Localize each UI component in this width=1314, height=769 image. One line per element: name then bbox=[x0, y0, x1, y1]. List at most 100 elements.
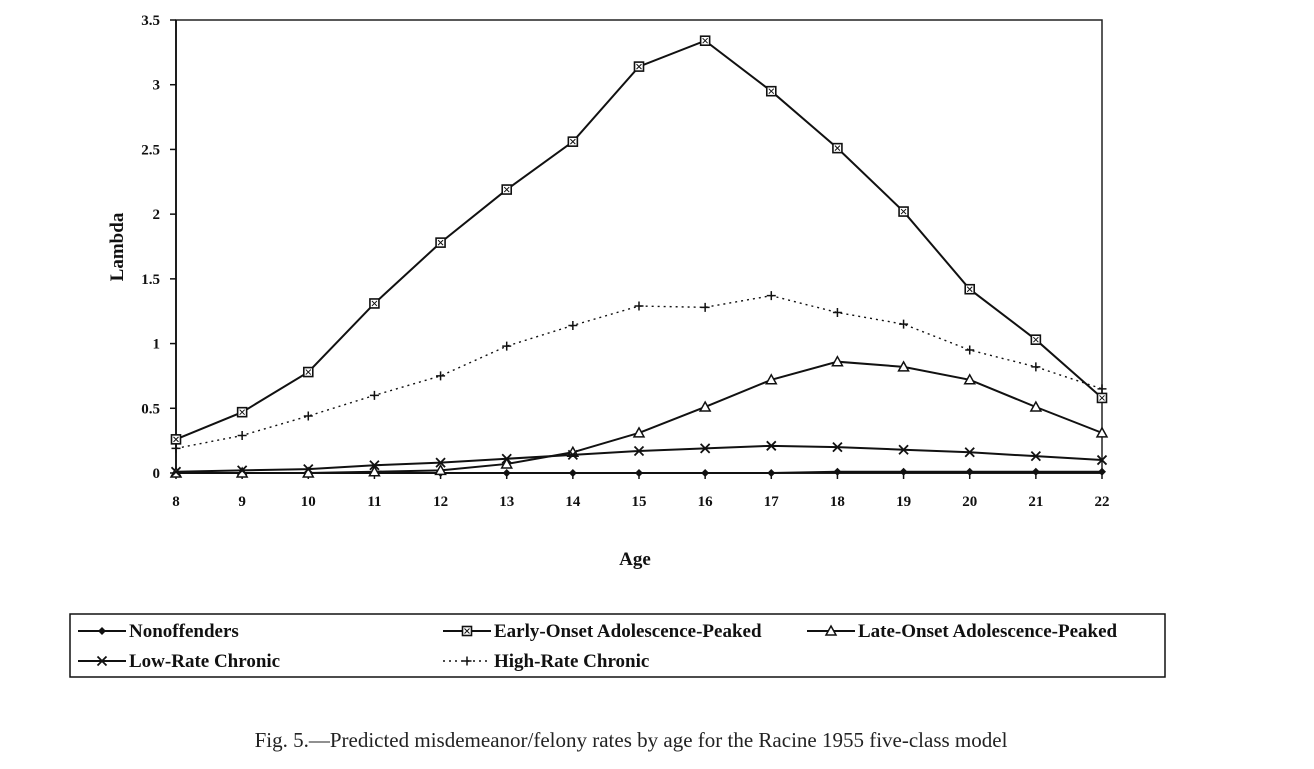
series-layer bbox=[169, 35, 1109, 478]
data-point bbox=[964, 283, 976, 295]
data-point bbox=[435, 457, 446, 468]
data-point bbox=[963, 373, 976, 385]
data-point bbox=[303, 411, 313, 421]
data-point bbox=[699, 35, 711, 47]
data-point bbox=[302, 366, 314, 378]
data-point bbox=[435, 237, 446, 248]
series-line bbox=[176, 360, 1103, 474]
data-point bbox=[765, 85, 777, 97]
x-tick-label: 14 bbox=[565, 494, 581, 510]
data-point bbox=[766, 440, 777, 451]
data-point bbox=[368, 465, 381, 477]
data-point bbox=[833, 467, 842, 476]
data-point bbox=[236, 406, 248, 418]
legend-label: Late-Onset Adolescence-Peaked bbox=[858, 621, 1118, 642]
series-line bbox=[175, 294, 1103, 450]
legend-entry: Late-Onset Adolescence-Peaked bbox=[807, 621, 1118, 642]
legend-box bbox=[69, 613, 1166, 678]
chart: 0 0.5 1 1.5 2 2.5 3 3.5 8 9 10 11 12 13 14 15 16 17 18 19 2… bbox=[69, 13, 1166, 678]
legend-label: Low-Rate Chronic bbox=[129, 651, 280, 672]
data-point bbox=[170, 434, 182, 445]
legend-label: Early-Onset Adolescence-Peaked bbox=[494, 621, 762, 642]
y-axis-label: Lambda bbox=[107, 212, 128, 281]
data-point bbox=[1095, 426, 1109, 438]
data-point bbox=[899, 319, 909, 329]
data-point bbox=[369, 460, 380, 471]
data-point bbox=[501, 184, 513, 195]
y-axis-ticks: 0 0.5 1 1.5 2 2.5 3 3.5 bbox=[141, 13, 176, 482]
data-point bbox=[767, 469, 776, 477]
data-point bbox=[1029, 400, 1043, 412]
plot-area bbox=[175, 19, 1103, 474]
y-tick-label: 3.5 bbox=[141, 13, 160, 29]
data-point bbox=[369, 390, 379, 400]
data-point bbox=[632, 426, 646, 438]
data-point bbox=[1030, 451, 1041, 462]
data-point bbox=[1030, 334, 1042, 345]
data-point bbox=[1098, 467, 1106, 476]
data-point bbox=[633, 61, 645, 72]
legend-entry: Early-Onset Adolescence-Peaked bbox=[443, 621, 762, 642]
y-tick-label: 0 bbox=[153, 466, 161, 482]
data-point bbox=[1096, 454, 1108, 466]
legend-marker bbox=[462, 656, 472, 666]
data-point bbox=[965, 467, 974, 476]
x-tick-label: 8 bbox=[172, 494, 180, 510]
x-tick-label: 18 bbox=[830, 494, 845, 510]
data-point bbox=[501, 453, 512, 464]
data-point bbox=[1031, 362, 1041, 372]
series-low-rate-chronic bbox=[170, 440, 1108, 477]
data-point bbox=[237, 430, 247, 440]
data-point bbox=[436, 371, 446, 381]
x-tick-label: 12 bbox=[433, 494, 448, 510]
data-point bbox=[1031, 467, 1040, 476]
data-point bbox=[899, 467, 908, 476]
legend-label: High-Rate Chronic bbox=[494, 651, 649, 672]
x-tick-label: 11 bbox=[367, 494, 381, 510]
data-point bbox=[898, 206, 909, 217]
data-point bbox=[633, 445, 645, 457]
legend-marker bbox=[824, 624, 838, 636]
data-point bbox=[964, 447, 975, 458]
data-point bbox=[701, 469, 710, 477]
data-point bbox=[567, 449, 578, 461]
data-point bbox=[568, 320, 578, 330]
x-tick-label: 10 bbox=[301, 494, 316, 510]
data-point bbox=[765, 373, 778, 385]
data-point bbox=[567, 136, 579, 147]
x-tick-label: 19 bbox=[896, 494, 911, 510]
data-point bbox=[434, 463, 447, 476]
series-early-onset-adolescence-peaked bbox=[170, 35, 1108, 445]
x-tick-label: 17 bbox=[764, 494, 780, 510]
y-tick-label: 1.5 bbox=[141, 272, 160, 288]
legend-label: Nonoffenders bbox=[129, 621, 239, 642]
y-tick-label: 3 bbox=[153, 78, 161, 94]
legend: Nonoffenders Early-Onset Adolescence-Peak… bbox=[69, 613, 1166, 678]
series-high-rate-chronic bbox=[171, 291, 1107, 453]
data-point bbox=[1097, 384, 1107, 394]
data-point bbox=[170, 466, 182, 477]
data-point bbox=[832, 142, 843, 154]
x-axis-ticks: 8 9 10 11 12 13 14 15 16 17 18 19 20 21 22 bbox=[172, 473, 1110, 510]
data-point bbox=[171, 443, 181, 453]
x-tick-label: 9 bbox=[238, 494, 246, 510]
y-tick-label: 0.5 bbox=[141, 401, 160, 417]
legend-marker bbox=[98, 627, 106, 635]
y-tick-label: 2.5 bbox=[141, 142, 160, 158]
data-point bbox=[832, 308, 842, 318]
series-line bbox=[175, 39, 1103, 441]
data-point bbox=[500, 457, 513, 469]
x-axis-label: Age bbox=[619, 549, 651, 570]
series-late-onset-adolescence-peaked bbox=[169, 355, 1109, 478]
data-point bbox=[1096, 392, 1108, 404]
figure-caption: Fig. 5.—Predicted misdemeanor/felony rat… bbox=[254, 728, 1008, 752]
data-point bbox=[237, 465, 248, 476]
series-line bbox=[175, 444, 1103, 473]
x-tick-label: 21 bbox=[1028, 494, 1043, 510]
x-tick-label: 13 bbox=[499, 494, 514, 510]
x-tick-label: 20 bbox=[962, 494, 977, 510]
data-point bbox=[634, 301, 644, 311]
legend-entry: Low-Rate Chronic bbox=[78, 651, 280, 672]
data-point bbox=[832, 441, 843, 453]
data-point bbox=[568, 469, 577, 477]
